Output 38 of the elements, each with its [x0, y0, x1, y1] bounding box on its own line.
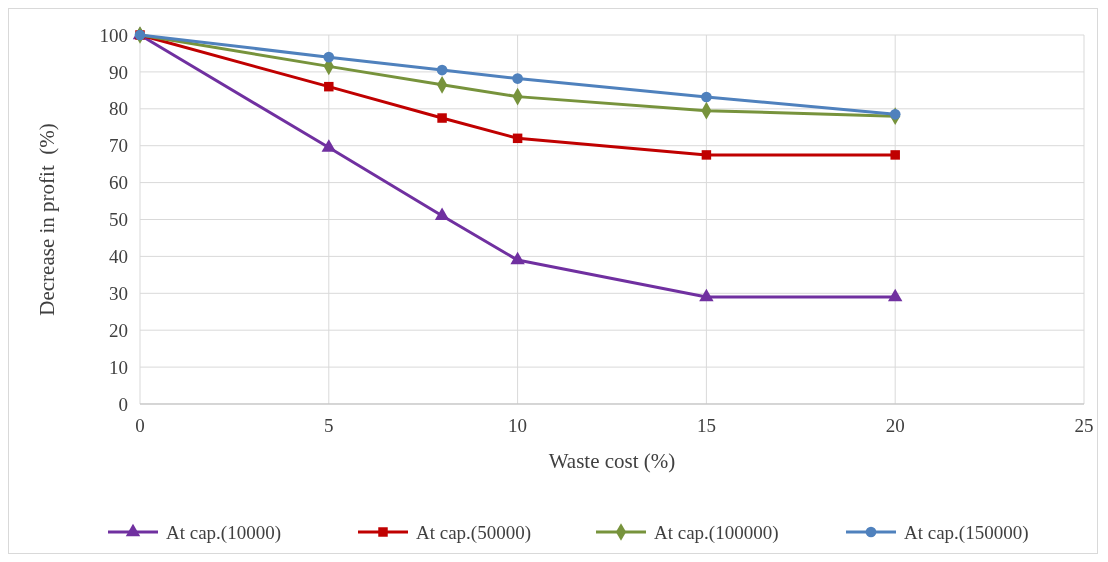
- y-tick-label: 50: [109, 209, 128, 231]
- point: [701, 91, 712, 103]
- point: [512, 73, 523, 84]
- y-tick-label: 90: [109, 61, 128, 83]
- y-tick-label: 80: [109, 98, 128, 120]
- point: [321, 139, 337, 152]
- point: [887, 288, 903, 302]
- point: [323, 51, 335, 63]
- point: [324, 81, 334, 92]
- legend-label: At cap.(50000): [416, 521, 532, 544]
- point: [701, 150, 712, 160]
- legend-label: At cap.(10000): [166, 521, 282, 544]
- y-tick-label: 70: [109, 135, 128, 157]
- x-tick-label: 15: [696, 415, 716, 436]
- x-tick-label: 10: [508, 415, 528, 436]
- legend-label: At cap.(150000): [904, 521, 1029, 544]
- point: [510, 251, 525, 265]
- y-tick-label: 30: [109, 282, 128, 304]
- point: [699, 288, 714, 302]
- point: [434, 207, 450, 220]
- x-tick-label: 5: [324, 415, 334, 436]
- legend-label: At cap.(100000): [654, 521, 779, 544]
- x-tick-label: 0: [135, 415, 145, 436]
- x-tick-label: 20: [885, 415, 905, 436]
- y-tick-label: 40: [109, 246, 128, 268]
- x-axis-title: Waste cost (%): [548, 449, 676, 473]
- y-tick-label: 20: [109, 319, 128, 341]
- y-tick-label: 0: [118, 393, 128, 415]
- y-tick-label: 100: [99, 24, 128, 46]
- y-tick-label: 60: [109, 172, 128, 194]
- point: [889, 108, 901, 120]
- point: [437, 113, 447, 123]
- point: [436, 64, 448, 76]
- point: [512, 133, 523, 144]
- x-tick-label: 25: [1074, 415, 1094, 436]
- y-tick-label: 10: [109, 356, 128, 378]
- y-axis-title: Decrease in profit (%): [35, 123, 59, 316]
- point: [890, 150, 900, 160]
